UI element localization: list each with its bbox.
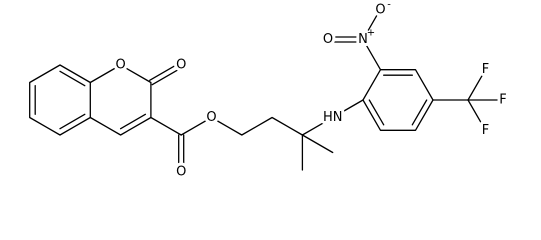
chain <box>180 99 364 136</box>
double-bond <box>119 113 147 130</box>
atom-label: N <box>358 32 368 47</box>
atom-label: O <box>375 3 385 18</box>
atom-label: O <box>176 58 186 73</box>
bond <box>467 99 487 131</box>
double-bond <box>151 66 184 86</box>
atom-label: F <box>499 93 506 108</box>
bond <box>362 8 382 41</box>
bonds <box>29 8 504 171</box>
double-bond <box>411 99 428 126</box>
atom-label: O <box>323 32 333 47</box>
methyl-bond <box>301 134 334 154</box>
atom-label: O <box>206 110 216 125</box>
bond <box>467 69 487 101</box>
benzene-ring <box>29 64 91 136</box>
double-bond <box>59 70 86 87</box>
atom-charge: - <box>387 0 391 11</box>
aniline-ring <box>362 69 434 131</box>
atom-label: O <box>176 165 186 180</box>
bond <box>362 38 382 71</box>
atom-label: O <box>115 58 125 73</box>
atom-labels: O O O O HN N + O O - F F F <box>112 0 509 183</box>
double-bond <box>149 62 181 81</box>
double-bond <box>368 99 385 126</box>
atom-label: F <box>482 123 489 138</box>
atom-label: F <box>482 62 489 77</box>
double-bond <box>59 113 86 130</box>
bond <box>150 116 182 136</box>
pyranone-ring <box>89 64 152 136</box>
atom-label: HN <box>323 110 343 125</box>
molecule: O O O O HN N + O O - F F F <box>29 0 510 183</box>
structure-diagram: O O O O HN N + O O - F F F <box>29 0 510 183</box>
atom-charge: + <box>367 28 375 39</box>
